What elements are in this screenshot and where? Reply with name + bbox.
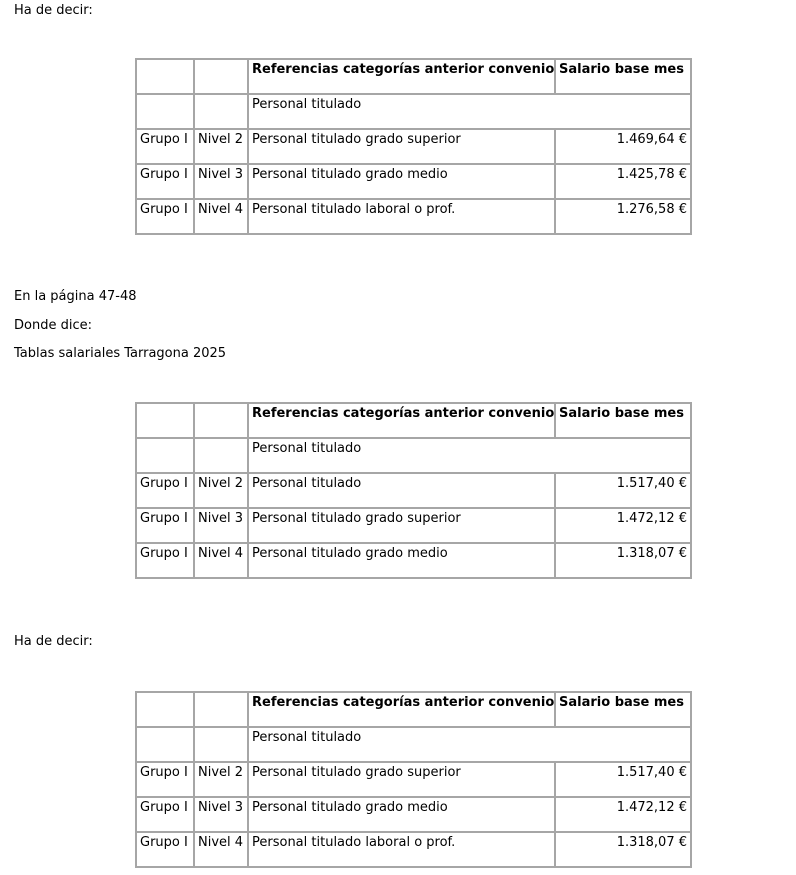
- categoria-cell: Personal titulado grado medio: [247, 163, 556, 200]
- tables-title: Tablas salariales Tarragona 2025: [14, 346, 227, 361]
- table-header-row: Referencias categorías anterior convenio…: [135, 691, 692, 728]
- categoria-cell: Personal titulado laboral o prof.: [247, 198, 556, 235]
- nivel-cell: Nivel 3: [193, 796, 249, 833]
- section-row: Personal titulado: [135, 93, 692, 130]
- nivel-cell: Nivel 4: [193, 198, 249, 235]
- salario-cell: 1.517,40 €: [554, 761, 692, 798]
- heading-ha-de-decir: Ha de decir:: [14, 634, 93, 649]
- table-row: Grupo I Nivel 3 Personal titulado grado …: [135, 163, 692, 200]
- salario-cell: 1.276,58 €: [554, 198, 692, 235]
- grupo-cell: Grupo I: [135, 128, 195, 165]
- nivel-cell: Nivel 4: [193, 831, 249, 868]
- grupo-cell: Grupo I: [135, 831, 195, 868]
- table-row: Grupo I Nivel 4 Personal titulado grado …: [135, 542, 692, 579]
- section-row: Personal titulado: [135, 726, 692, 763]
- categoria-cell: Personal titulado: [247, 472, 556, 509]
- salario-cell: 1.472,12 €: [554, 507, 692, 544]
- salary-table: Referencias categorías anterior convenio…: [135, 402, 692, 579]
- header-salary: Salario base mes: [554, 402, 692, 439]
- nivel-cell: Nivel 2: [193, 128, 249, 165]
- categoria-cell: Personal titulado grado medio: [247, 796, 556, 833]
- categoria-cell: Personal titulado laboral o prof.: [247, 831, 556, 868]
- table-row: Grupo I Nivel 2 Personal titulado grado …: [135, 761, 692, 798]
- salary-table: Referencias categorías anterior convenio…: [135, 58, 692, 235]
- grupo-cell: Grupo I: [135, 507, 195, 544]
- heading-ha-de-decir: Ha de decir:: [14, 3, 93, 18]
- salario-cell: 1.472,12 €: [554, 796, 692, 833]
- categoria-cell: Personal titulado grado medio: [247, 542, 556, 579]
- categoria-cell: Personal titulado grado superior: [247, 128, 556, 165]
- categoria-cell: Personal titulado grado superior: [247, 507, 556, 544]
- table-header-row: Referencias categorías anterior convenio…: [135, 58, 692, 95]
- grupo-cell: Grupo I: [135, 198, 195, 235]
- salario-cell: 1.318,07 €: [554, 542, 692, 579]
- header-salary: Salario base mes: [554, 691, 692, 728]
- grupo-cell: Grupo I: [135, 761, 195, 798]
- page-reference: En la página 47-48: [14, 289, 137, 304]
- table-row: Grupo I Nivel 2 Personal titulado grado …: [135, 128, 692, 165]
- salary-table: Referencias categorías anterior convenio…: [135, 691, 692, 868]
- grupo-cell: Grupo I: [135, 472, 195, 509]
- section-label: Personal titulado: [247, 93, 692, 130]
- grupo-cell: Grupo I: [135, 163, 195, 200]
- table-header-row: Referencias categorías anterior convenio…: [135, 402, 692, 439]
- header-ref: Referencias categorías anterior convenio: [247, 58, 556, 95]
- section-label: Personal titulado: [247, 437, 692, 474]
- nivel-cell: Nivel 4: [193, 542, 249, 579]
- table-row: Grupo I Nivel 4 Personal titulado labora…: [135, 831, 692, 868]
- salario-cell: 1.469,64 €: [554, 128, 692, 165]
- categoria-cell: Personal titulado grado superior: [247, 761, 556, 798]
- nivel-cell: Nivel 2: [193, 761, 249, 798]
- nivel-cell: Nivel 3: [193, 507, 249, 544]
- nivel-cell: Nivel 2: [193, 472, 249, 509]
- header-salary: Salario base mes: [554, 58, 692, 95]
- table-row: Grupo I Nivel 4 Personal titulado labora…: [135, 198, 692, 235]
- header-ref: Referencias categorías anterior convenio: [247, 691, 556, 728]
- salario-cell: 1.425,78 €: [554, 163, 692, 200]
- table-row: Grupo I Nivel 3 Personal titulado grado …: [135, 796, 692, 833]
- salario-cell: 1.318,07 €: [554, 831, 692, 868]
- table-row: Grupo I Nivel 2 Personal titulado 1.517,…: [135, 472, 692, 509]
- grupo-cell: Grupo I: [135, 796, 195, 833]
- table-row: Grupo I Nivel 3 Personal titulado grado …: [135, 507, 692, 544]
- salario-cell: 1.517,40 €: [554, 472, 692, 509]
- grupo-cell: Grupo I: [135, 542, 195, 579]
- header-ref: Referencias categorías anterior convenio: [247, 402, 556, 439]
- section-label: Personal titulado: [247, 726, 692, 763]
- heading-donde-dice: Donde dice:: [14, 318, 92, 333]
- nivel-cell: Nivel 3: [193, 163, 249, 200]
- section-row: Personal titulado: [135, 437, 692, 474]
